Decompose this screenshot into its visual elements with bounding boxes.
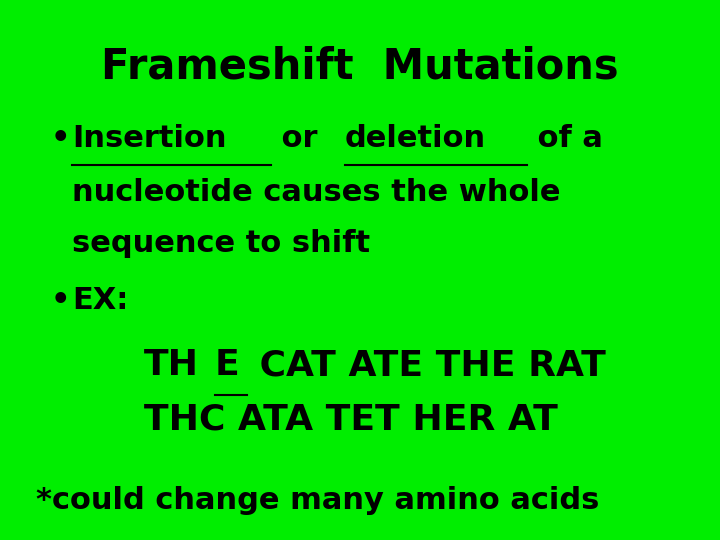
Text: Insertion: Insertion (72, 124, 227, 153)
Text: CAT ATE THE RAT: CAT ATE THE RAT (247, 348, 606, 382)
Text: THC ATA TET HER AT: THC ATA TET HER AT (144, 402, 558, 436)
Text: EX:: EX: (72, 286, 128, 315)
Text: Frameshift  Mutations: Frameshift Mutations (102, 46, 618, 88)
Text: or: or (271, 124, 328, 153)
Text: sequence to shift: sequence to shift (72, 230, 370, 259)
Text: •: • (50, 286, 70, 315)
Text: *could change many amino acids: *could change many amino acids (36, 486, 599, 515)
Text: of a: of a (527, 124, 603, 153)
Text: •: • (50, 124, 70, 153)
Text: E: E (215, 348, 240, 382)
Text: deletion: deletion (345, 124, 486, 153)
Text: nucleotide causes the whole: nucleotide causes the whole (72, 178, 560, 207)
Text: TH: TH (144, 348, 199, 382)
